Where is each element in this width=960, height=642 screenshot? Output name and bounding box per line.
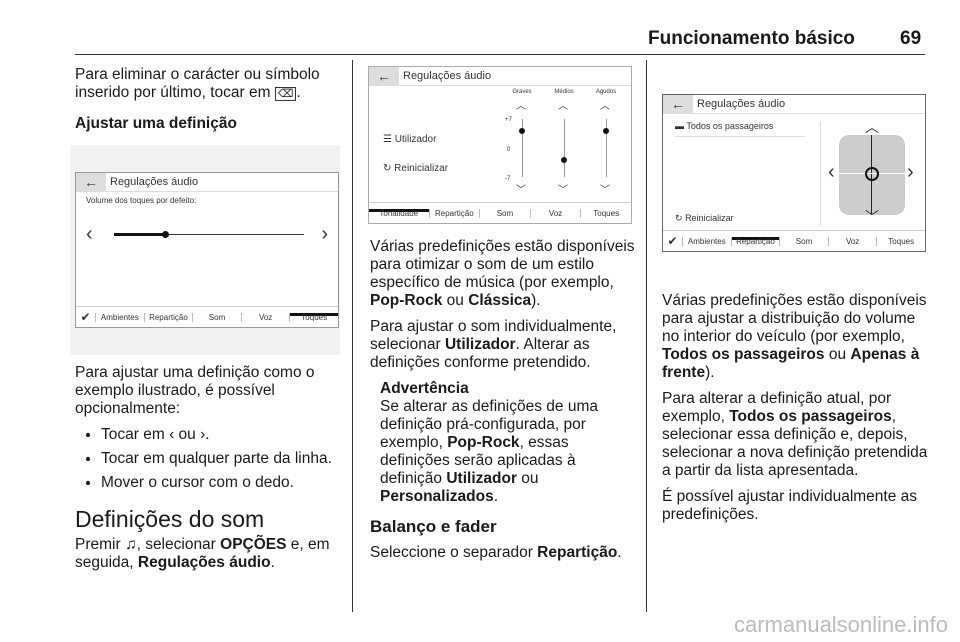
tab-2[interactable]: Repartição (143, 312, 193, 322)
tab-3[interactable]: Som (779, 236, 828, 246)
tab-2[interactable]: Repartição (730, 236, 780, 246)
tab-0[interactable]: ✔ (80, 310, 91, 324)
screenshot-equalizer: ← Regulações áudio ☰ Utilizador ↻ Reinici… (368, 66, 632, 224)
heading-adjust: Ajustar uma definição (75, 115, 237, 132)
band-slider[interactable] (564, 119, 565, 177)
warning-box: Advertência Se alterar as definições de … (380, 380, 598, 505)
list-item: Tocar em ‹ ou ›. (101, 426, 345, 444)
tab-5[interactable]: Toques (289, 312, 338, 322)
music-note-icon: ♫ (124, 536, 137, 553)
chevron-down-icon[interactable]: ﹀ (558, 185, 568, 196)
reset-button[interactable]: ↻ Reinicializar (675, 213, 734, 223)
chevron-right-icon[interactable]: › (321, 223, 328, 245)
chevron-up-icon[interactable]: ︿ (600, 101, 610, 112)
reset-icon: ↻ (383, 163, 392, 174)
screenshot-volume: ← Regulações áudio Volume dos toques por … (75, 172, 339, 328)
tab-1[interactable]: Repartição (428, 208, 480, 218)
column-divider (646, 60, 647, 612)
back-arrow-icon[interactable]: ← (369, 67, 399, 85)
bullet-list: Tocar em ‹ ou ›. Tocar em qualquer parte… (75, 426, 345, 492)
tab-bar: Tonalidade Repartição Som Voz Toques (369, 202, 631, 223)
tab-2[interactable]: Som (479, 208, 530, 218)
slider-handle[interactable] (162, 231, 170, 238)
chevron-up-icon[interactable]: ︿ (865, 119, 879, 135)
band-slider[interactable] (522, 119, 523, 177)
chevron-up-icon[interactable]: ︿ (558, 101, 568, 112)
tab-0[interactable]: ✔ (667, 234, 678, 248)
chevron-left-icon: ‹ (169, 426, 175, 443)
chevron-left-icon[interactable]: ‹ (828, 161, 835, 183)
chevron-down-icon[interactable]: ﹀ (516, 185, 526, 196)
section-title: Funcionamento básico (648, 28, 855, 49)
list-item: Tocar em qualquer parte da linha. (101, 450, 345, 468)
chevron-right-icon[interactable]: › (907, 161, 914, 183)
chevron-right-icon: › (200, 426, 206, 443)
reset-icon: ↻ (675, 213, 683, 223)
tab-5[interactable]: Toques (876, 236, 925, 246)
header-rule (75, 54, 925, 55)
chevron-down-icon[interactable]: ﹀ (865, 209, 879, 225)
tab-4[interactable]: Toques (580, 208, 631, 218)
paragraph: Para eliminar o carácter ou símbolo inse… (75, 66, 320, 101)
band-slider[interactable] (606, 119, 607, 177)
tab-0[interactable]: Tonalidade (369, 209, 429, 218)
band-label: Graves (512, 89, 532, 95)
band-handle[interactable] (519, 128, 525, 135)
preset-item[interactable]: ▬ Todos os passageiros (675, 121, 805, 137)
page-number: 69 (900, 28, 922, 49)
screenshot-balance: ← Regulações áudio ▬ Todos os passageiros… (662, 94, 926, 252)
tab-bar: ✔ Ambientes Repartição Som Voz Toques (663, 230, 925, 251)
chevron-down-icon[interactable]: ﹀ (600, 185, 610, 196)
preset-utilizador[interactable]: ☰ Utilizador (383, 134, 437, 145)
back-arrow-icon[interactable]: ← (663, 95, 693, 113)
band-handle[interactable] (603, 128, 609, 135)
watermark: carmanualsonline.info (733, 612, 948, 637)
tab-4[interactable]: Voz (827, 236, 877, 246)
volume-slider[interactable] (114, 231, 304, 238)
tab-1[interactable]: Ambientes (682, 236, 731, 246)
chevron-left-icon[interactable]: ‹ (86, 223, 93, 245)
list-icon: ☰ (383, 134, 392, 145)
tab-4[interactable]: Voz (240, 312, 290, 322)
balance-target-icon (865, 167, 879, 181)
chevron-up-icon[interactable]: ︿ (516, 101, 526, 112)
band-label: Agudos (595, 89, 617, 95)
car-seats-image[interactable] (839, 135, 905, 215)
back-arrow-icon[interactable]: ← (76, 173, 106, 191)
tab-1[interactable]: Ambientes (95, 312, 144, 322)
tab-bar: ✔ Ambientes Repartição Som Voz Toques (76, 306, 338, 327)
reset-button[interactable]: ↻ Reinicializar (383, 163, 449, 174)
backspace-icon: ⌫ (274, 87, 297, 101)
heading-sound-settings: Definições do som (75, 506, 265, 532)
column-divider (352, 60, 353, 612)
band-handle[interactable] (561, 157, 567, 164)
tab-3[interactable]: Som (192, 312, 241, 322)
list-item: Mover o cursor com o dedo. (101, 474, 345, 492)
tab-3[interactable]: Voz (529, 208, 581, 218)
band-label: Médios (554, 89, 574, 95)
